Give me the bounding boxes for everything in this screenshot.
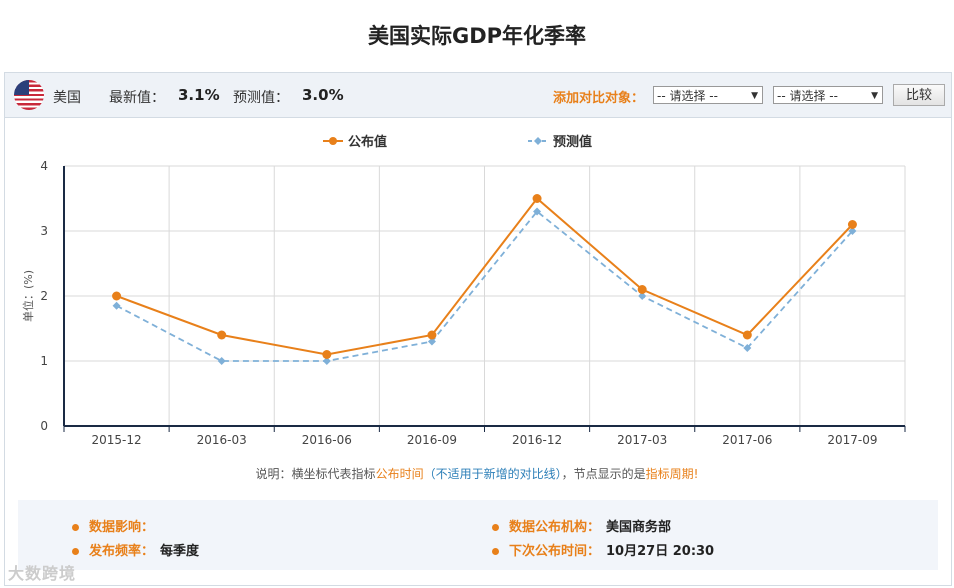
data-point <box>742 330 752 340</box>
series-line <box>116 197 854 356</box>
legend-marker <box>329 137 337 145</box>
data-point <box>427 330 437 340</box>
data-point <box>638 292 647 300</box>
x-tick-label: 2017-06 <box>722 433 772 447</box>
x-tick-label: 2016-09 <box>407 433 457 447</box>
compare-select-1[interactable]: -- 请选择 -- ▼ <box>653 86 763 104</box>
chart-note: 说明：横坐标代表指标公布时间（不适用于新增的对比线），节点显示的是指标周期! <box>255 467 699 481</box>
country-name: 美国 <box>53 90 81 106</box>
latest-label: 最新值： <box>109 90 165 106</box>
data-point <box>637 285 647 294</box>
page-title: 美国实际GDP年化季率 <box>367 24 587 48</box>
dropdown-arrow-icon: ▼ <box>871 91 878 101</box>
data-point <box>112 291 122 301</box>
x-tick-label: 2015-12 <box>91 433 141 447</box>
watermark: 大数跨境 <box>8 564 77 583</box>
compare-label: 添加对比对象： <box>553 91 645 106</box>
data-point <box>322 357 331 365</box>
x-tick-label: 2017-03 <box>617 433 667 447</box>
y-tick-label: 2 <box>40 289 48 303</box>
data-point <box>847 220 857 229</box>
org-row: 数据公布机构： 美国商务部 <box>492 516 671 535</box>
frequency-row: 发布频率： 每季度 <box>72 540 199 559</box>
data-point <box>532 194 542 203</box>
y-tick-label: 1 <box>40 354 48 368</box>
x-tick-label: 2016-06 <box>302 433 352 447</box>
us-flag-icon <box>14 80 44 110</box>
bullet-icon <box>492 548 499 555</box>
series-line <box>116 210 854 362</box>
legend-marker <box>534 137 542 145</box>
y-axis-label: 单位：(%) <box>21 270 35 322</box>
data-point <box>217 330 227 340</box>
x-tick-label: 2016-12 <box>512 433 562 447</box>
x-tick-label: 2017-09 <box>827 433 877 447</box>
data-point <box>112 301 121 310</box>
data-point <box>533 207 542 216</box>
bullet-icon <box>72 548 79 555</box>
y-tick-label: 0 <box>40 419 48 433</box>
compare-select-2[interactable]: -- 请选择 -- ▼ <box>773 86 883 104</box>
data-point <box>217 357 226 365</box>
header-bar: 美国 最新值： 3.1% 预测值： 3.0% 添加对比对象： -- 请选择 --… <box>5 73 951 118</box>
legend-label: 公布值 <box>348 134 387 150</box>
forecast-label: 预测值： <box>233 90 289 106</box>
data-point <box>743 344 752 352</box>
impact-row: 数据影响： <box>72 516 160 535</box>
compare-button[interactable]: 比较 <box>893 84 945 106</box>
dropdown-arrow-icon: ▼ <box>751 91 758 101</box>
x-tick-label: 2016-03 <box>197 433 247 447</box>
data-point <box>322 350 332 359</box>
info-box: 数据影响： 发布频率： 每季度 数据公布机构： 美国商务部 下次公布时间： 10月27… <box>18 500 938 570</box>
next-release-row: 下次公布时间： 10月27日 20:30 <box>492 540 714 559</box>
bullet-icon <box>492 524 499 531</box>
legend-label: 预测值 <box>553 134 592 150</box>
latest-value: 3.1% <box>178 86 220 104</box>
forecast-value: 3.0% <box>302 86 344 104</box>
data-point <box>848 227 857 235</box>
y-tick-label: 3 <box>40 224 48 238</box>
data-point <box>427 337 436 346</box>
y-tick-label: 4 <box>40 159 48 173</box>
bullet-icon <box>72 524 79 531</box>
